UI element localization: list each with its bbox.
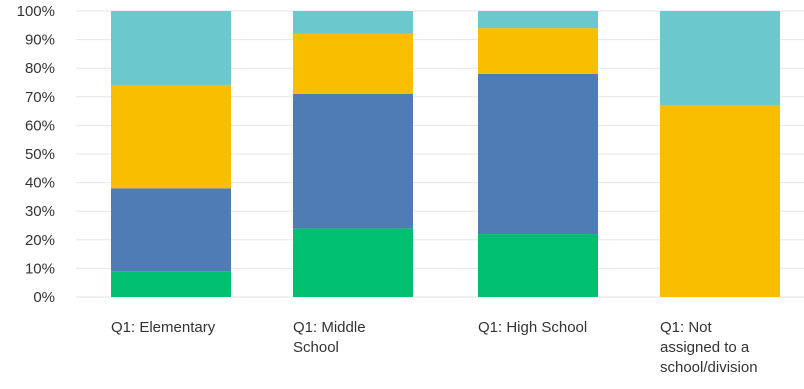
bar-segment	[660, 11, 780, 106]
bar-segment	[293, 33, 413, 94]
y-tick-label: 90%	[25, 32, 55, 49]
y-tick-label: 80%	[25, 60, 55, 77]
bar-segment	[111, 11, 231, 86]
bar-segment	[111, 85, 231, 189]
bars	[111, 11, 780, 297]
y-tick-label: 60%	[25, 117, 55, 134]
x-category-label: Q1: High School	[478, 319, 587, 336]
x-category-label-line: Q1: Elementary	[111, 319, 216, 336]
x-category-label-line: Q1: High School	[478, 319, 587, 336]
bar-segment	[293, 228, 413, 297]
y-tick-label: 10%	[25, 260, 55, 277]
x-category-label: Q1: Middle School	[293, 319, 366, 356]
y-axis-ticks: 0% 10% 20% 30% 40% 50% 60% 70% 80% 90% 100%	[17, 3, 55, 306]
bar-segment	[478, 73, 598, 235]
y-tick-label: 30%	[25, 203, 55, 220]
bar-segment	[478, 234, 598, 297]
y-tick-label: 20%	[25, 232, 55, 249]
bar-segment	[111, 188, 231, 272]
y-tick-label: 70%	[25, 89, 55, 106]
x-category-label-line: School	[293, 339, 339, 356]
bar-segment	[111, 271, 231, 297]
bar-segment	[660, 105, 780, 297]
x-category-label-line: Q1: Middle	[293, 319, 366, 336]
y-tick-label: 50%	[25, 146, 55, 163]
x-category-label-line: school/division	[660, 359, 758, 376]
x-category-label-line: assigned to a	[660, 339, 750, 356]
bar-segment	[293, 93, 413, 229]
y-tick-label: 0%	[33, 289, 55, 306]
bar-segment	[293, 11, 413, 34]
y-tick-label: 100%	[17, 3, 55, 20]
x-category-label: Q1: Elementary	[111, 319, 216, 336]
x-category-label: Q1: Not assigned to a school/division	[660, 319, 758, 376]
y-tick-label: 40%	[25, 175, 55, 192]
x-category-label-line: Q1: Not	[660, 319, 713, 336]
bar-segment	[478, 11, 598, 29]
bar-segment	[478, 28, 598, 74]
x-axis-labels: Q1: Elementary Q1: Middle School Q1: High S…	[111, 319, 758, 376]
